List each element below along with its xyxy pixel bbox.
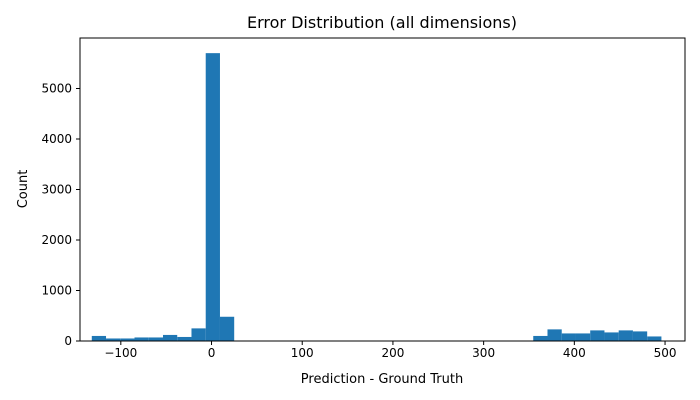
histogram-bar-37: [618, 330, 633, 341]
histogram-bar-32: [547, 329, 562, 341]
histogram-bar-6: [177, 336, 192, 341]
y-tick-label: 3000: [41, 183, 72, 197]
x-tick-label: 400: [563, 346, 586, 360]
histogram-bar-38: [632, 331, 648, 341]
histogram-bar-33: [561, 333, 576, 341]
y-tick-label: 4000: [41, 132, 72, 146]
histogram-bar-35: [590, 330, 605, 341]
histogram-bar-0: [91, 335, 107, 341]
histogram-bar-8: [205, 53, 220, 342]
chart-title: Error Distribution (all dimensions): [247, 13, 517, 32]
bars-layer: [91, 53, 662, 342]
y-axis-label: Count: [16, 170, 31, 209]
x-tick-label: 200: [381, 346, 404, 360]
histogram-bar-36: [604, 332, 619, 341]
x-tick-label: 300: [472, 346, 495, 360]
x-tick-label: −100: [104, 346, 137, 360]
histogram-bar-7: [191, 328, 206, 342]
x-tick-label: 500: [654, 346, 677, 360]
y-tick-label: 1000: [41, 284, 72, 298]
axes-layer: −100 0 100 200 300 400 50001000200030004000500…: [41, 37, 686, 360]
histogram-bar-34: [575, 333, 591, 341]
y-tick-label: 2000: [41, 233, 72, 247]
histogram-bar-3: [134, 337, 149, 341]
histogram-bar-5: [162, 334, 178, 341]
y-tick-label: 5000: [41, 82, 72, 96]
histogram-bar-1: [106, 338, 121, 341]
histogram-bar-9: [219, 316, 235, 341]
x-axis-label: Prediction - Ground Truth: [301, 372, 463, 387]
histogram-bar-31: [533, 335, 548, 341]
plot-frame: [79, 37, 686, 342]
x-tick-label: 100: [291, 346, 314, 360]
x-tick-label: 0: [208, 346, 216, 360]
histogram-bar-4: [148, 337, 163, 341]
y-tick-label: 0: [64, 334, 72, 348]
histogram-bar-39: [647, 336, 662, 341]
histogram-bar-2: [120, 338, 135, 341]
